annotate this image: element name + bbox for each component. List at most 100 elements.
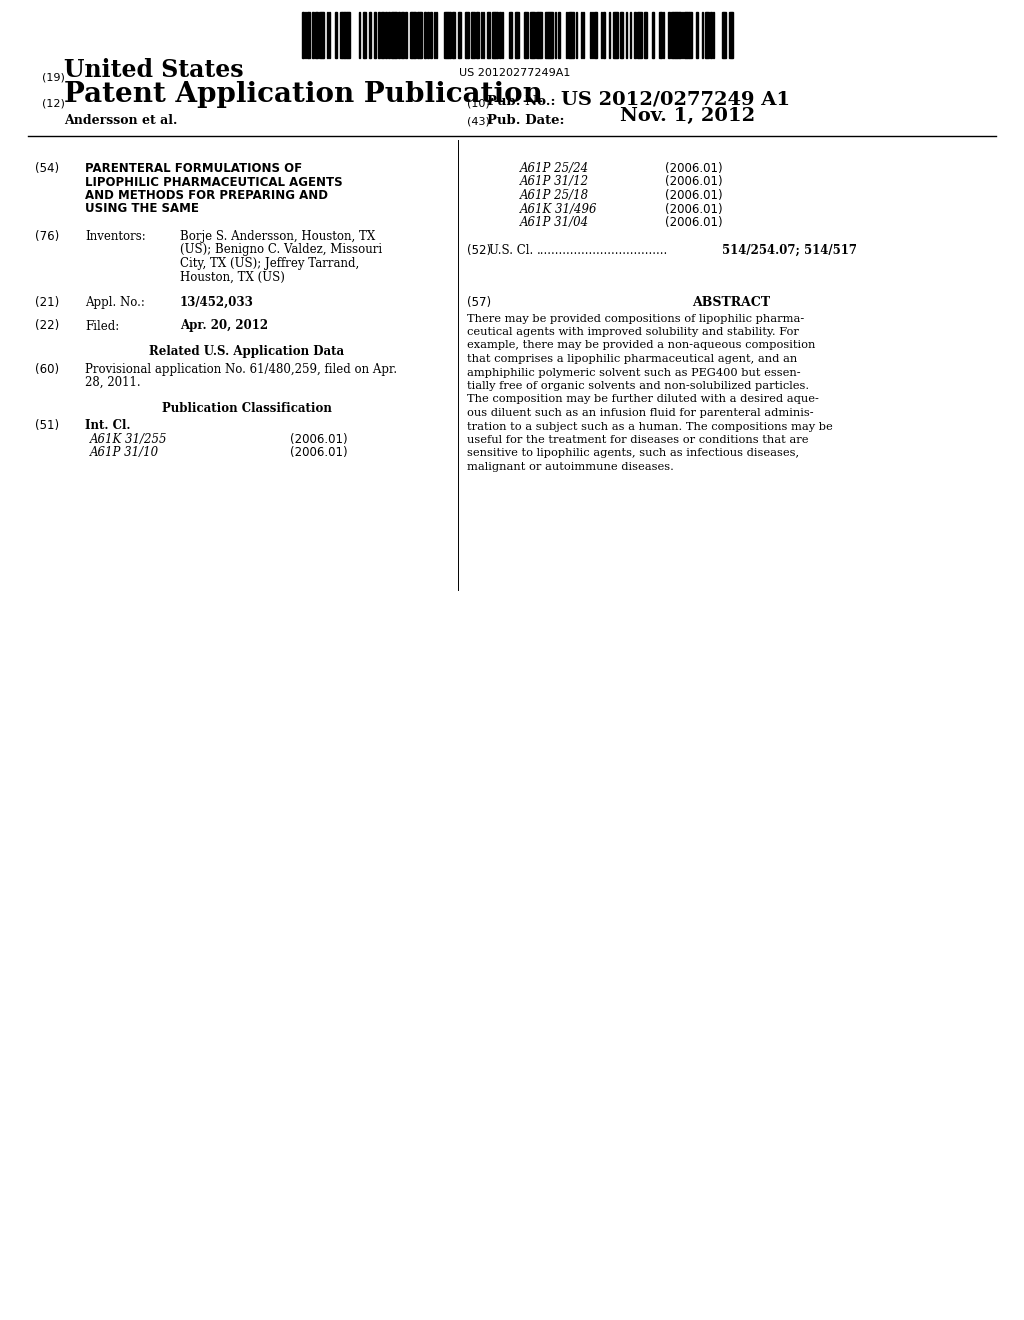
Bar — [453, 12, 455, 58]
Text: malignant or autoimmune diseases.: malignant or autoimmune diseases. — [467, 462, 674, 473]
Text: United States: United States — [63, 58, 244, 82]
Text: tration to a subject such as a human. The compositions may be: tration to a subject such as a human. Th… — [467, 421, 833, 432]
Text: ceutical agents with improved solubility and stability. For: ceutical agents with improved solubility… — [467, 327, 799, 337]
Bar — [696, 12, 698, 58]
Text: A61P 25/18: A61P 25/18 — [520, 189, 589, 202]
Text: (12): (12) — [42, 98, 65, 108]
Bar — [472, 12, 475, 58]
Bar — [364, 12, 366, 58]
Bar — [342, 12, 344, 58]
Bar — [340, 12, 342, 58]
Bar — [312, 12, 314, 58]
Text: AND METHODS FOR PREPARING AND: AND METHODS FOR PREPARING AND — [85, 189, 328, 202]
Bar — [378, 12, 380, 58]
Text: Publication Classification: Publication Classification — [162, 401, 332, 414]
Text: (21): (21) — [35, 296, 59, 309]
Text: (19): (19) — [42, 73, 65, 82]
Bar — [710, 12, 712, 58]
Text: Pub. Date:: Pub. Date: — [487, 114, 564, 127]
Text: (43): (43) — [467, 117, 489, 127]
Text: Inventors:: Inventors: — [85, 230, 145, 243]
Bar — [418, 12, 420, 58]
Text: A61K 31/255: A61K 31/255 — [90, 433, 168, 446]
Bar — [540, 12, 542, 58]
Bar — [538, 12, 540, 58]
Bar — [530, 12, 532, 58]
Text: (2006.01): (2006.01) — [665, 216, 723, 228]
Text: (60): (60) — [35, 363, 59, 375]
Text: ous diluent such as an infusion fluid for parenteral adminis-: ous diluent such as an infusion fluid fo… — [467, 408, 814, 418]
Text: (2006.01): (2006.01) — [290, 433, 347, 446]
Text: 13/452,033: 13/452,033 — [180, 296, 254, 309]
Bar — [509, 12, 511, 58]
Bar — [659, 12, 662, 58]
Text: Related U.S. Application Data: Related U.S. Application Data — [148, 345, 344, 358]
Text: (2006.01): (2006.01) — [665, 202, 723, 215]
Text: 514/254.07; 514/517: 514/254.07; 514/517 — [722, 244, 857, 257]
Bar — [525, 12, 528, 58]
Bar — [412, 12, 414, 58]
Text: A61P 31/10: A61P 31/10 — [90, 446, 159, 459]
Text: PARENTERAL FORMULATIONS OF: PARENTERAL FORMULATIONS OF — [85, 162, 302, 176]
Text: A61P 31/12: A61P 31/12 — [520, 176, 589, 189]
Text: ...................................: ................................... — [537, 244, 669, 257]
Text: Houston, TX (US): Houston, TX (US) — [180, 271, 285, 284]
Text: LIPOPHILIC PHARMACEUTICAL AGENTS: LIPOPHILIC PHARMACEUTICAL AGENTS — [85, 176, 343, 189]
Text: There may be provided compositions of lipophilic pharma-: There may be provided compositions of li… — [467, 314, 804, 323]
Bar — [594, 12, 596, 58]
Bar — [545, 12, 548, 58]
Bar — [689, 12, 692, 58]
Bar — [571, 12, 574, 58]
Bar — [568, 12, 570, 58]
Text: Nov. 1, 2012: Nov. 1, 2012 — [620, 107, 755, 125]
Text: Patent Application Publication: Patent Application Publication — [63, 81, 543, 108]
Text: A61P 31/04: A61P 31/04 — [520, 216, 589, 228]
Bar — [319, 12, 321, 58]
Bar — [388, 12, 390, 58]
Bar — [495, 12, 497, 58]
Text: A61P 25/24: A61P 25/24 — [520, 162, 589, 176]
Text: Borje S. Andersson, Houston, TX: Borje S. Andersson, Houston, TX — [180, 230, 375, 243]
Text: (2006.01): (2006.01) — [665, 176, 723, 189]
Bar — [707, 12, 709, 58]
Text: Andersson et al.: Andersson et al. — [63, 114, 177, 127]
Text: (76): (76) — [35, 230, 59, 243]
Bar — [673, 12, 675, 58]
Bar — [308, 12, 310, 58]
Text: Provisional application No. 61/480,259, filed on Apr.: Provisional application No. 61/480,259, … — [85, 363, 397, 375]
Text: (2006.01): (2006.01) — [290, 446, 347, 459]
Bar — [430, 12, 432, 58]
Bar — [724, 12, 726, 58]
Text: U.S. Cl.: U.S. Cl. — [489, 244, 534, 257]
Text: amphiphilic polymeric solvent such as PEG400 but essen-: amphiphilic polymeric solvent such as PE… — [467, 367, 801, 378]
Text: (US); Benigno C. Valdez, Missouri: (US); Benigno C. Valdez, Missouri — [180, 243, 382, 256]
Bar — [634, 12, 636, 58]
Bar — [459, 12, 461, 58]
Bar — [406, 12, 407, 58]
Text: (2006.01): (2006.01) — [665, 189, 723, 202]
Text: The composition may be further diluted with a desired aque-: The composition may be further diluted w… — [467, 395, 819, 404]
Bar — [729, 12, 731, 58]
Bar — [393, 12, 395, 58]
Bar — [668, 12, 670, 58]
Bar — [558, 12, 560, 58]
Bar — [427, 12, 429, 58]
Bar — [381, 12, 384, 58]
Text: Int. Cl.: Int. Cl. — [85, 418, 130, 432]
Bar — [639, 12, 642, 58]
Bar — [499, 12, 501, 58]
Text: (10): (10) — [467, 98, 489, 108]
Bar — [613, 12, 615, 58]
Bar — [385, 12, 387, 58]
Text: (2006.01): (2006.01) — [665, 162, 723, 176]
Text: City, TX (US); Jeffrey Tarrand,: City, TX (US); Jeffrey Tarrand, — [180, 257, 359, 271]
Bar — [401, 12, 404, 58]
Text: 28, 2011.: 28, 2011. — [85, 376, 140, 389]
Text: (57): (57) — [467, 296, 492, 309]
Text: tially free of organic solvents and non-solubilized particles.: tially free of organic solvents and non-… — [467, 381, 809, 391]
Bar — [671, 12, 673, 58]
Text: sensitive to lipophilic agents, such as infectious diseases,: sensitive to lipophilic agents, such as … — [467, 449, 799, 458]
Text: US 20120277249A1: US 20120277249A1 — [460, 69, 570, 78]
Text: (51): (51) — [35, 418, 59, 432]
Text: US 2012/0277249 A1: US 2012/0277249 A1 — [561, 90, 791, 108]
